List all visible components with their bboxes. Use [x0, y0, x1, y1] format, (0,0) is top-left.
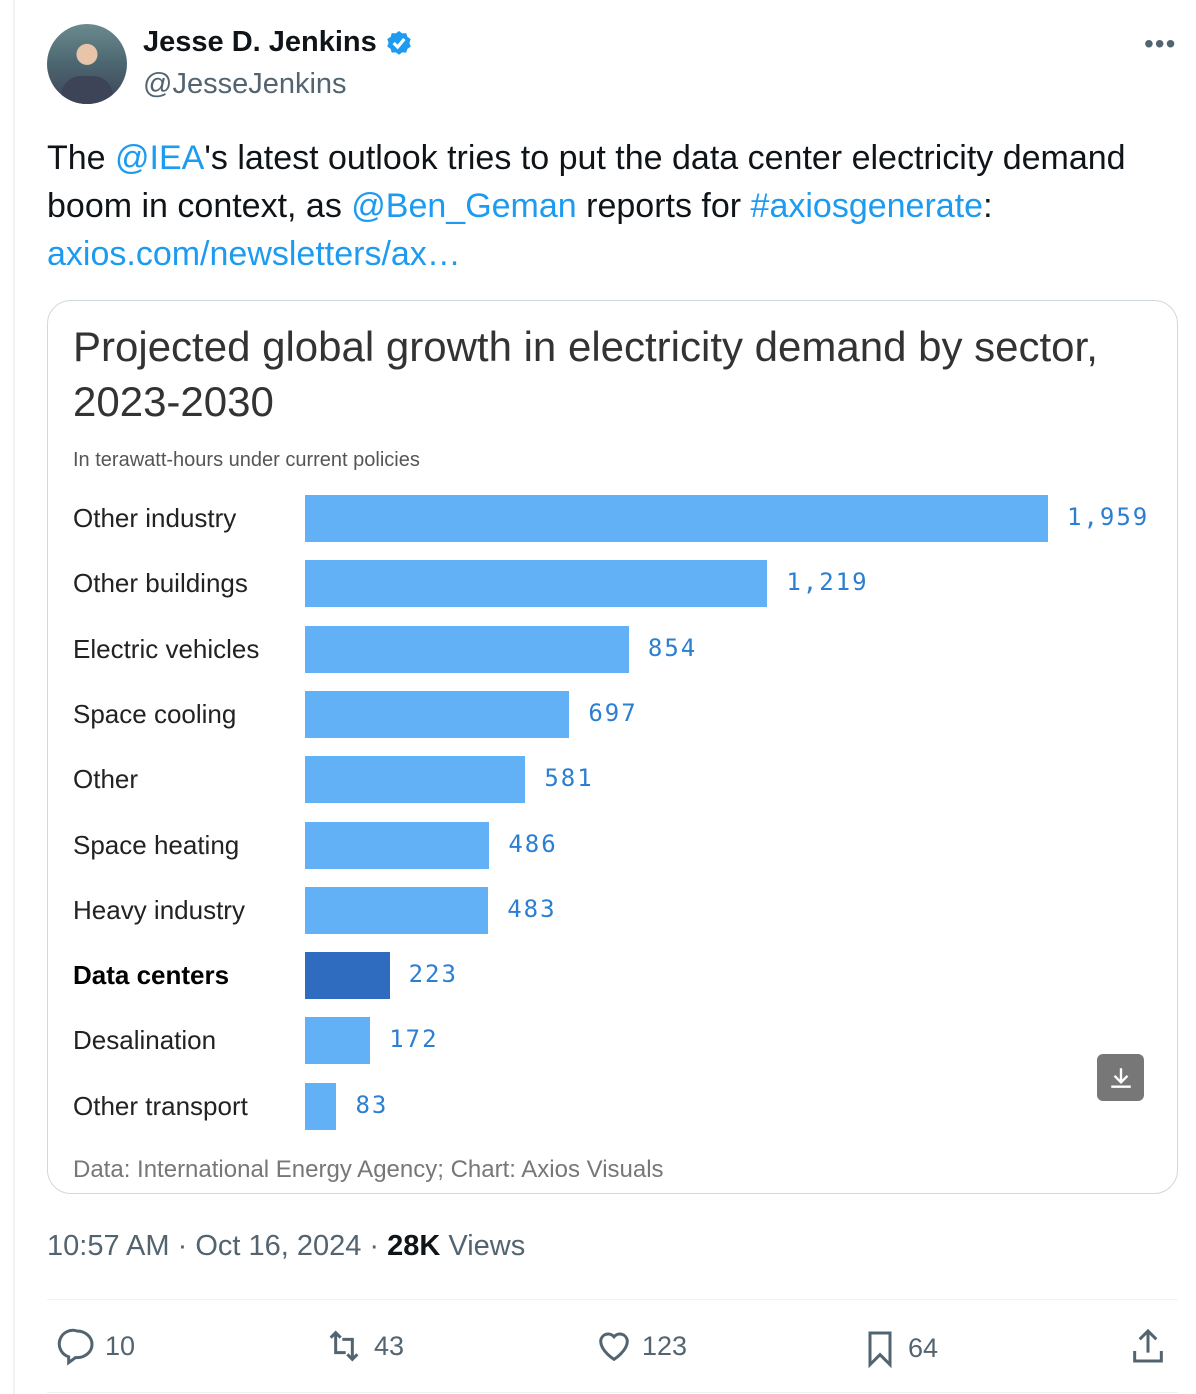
bar-label: Space cooling [73, 698, 237, 729]
bar-label: Other industry [73, 503, 237, 533]
heart-icon [599, 1332, 629, 1362]
share-icon [1133, 1328, 1163, 1363]
chart-row: Other industry 1,959 [48, 495, 1177, 542]
chart-row: Other buildings 1,219 [48, 560, 1177, 608]
reply-button[interactable]: 10 [57, 1326, 135, 1366]
bar [305, 1082, 337, 1130]
chart-row: Desalination 172 [48, 1017, 1177, 1065]
bar-value-label: 1,219 [786, 568, 869, 597]
thread-line [13, 0, 15, 1394]
bar [305, 690, 570, 738]
repost-button[interactable]: 43 [322, 1326, 404, 1366]
bar [305, 821, 490, 869]
chart-image[interactable]: Projected global growth in electricity d… [47, 300, 1178, 1194]
mention-iea[interactable]: @IEA [115, 139, 205, 177]
chart-row: Electric vehicles 854 [48, 625, 1177, 673]
bar [305, 756, 526, 804]
bar-value-label: 83 [355, 1090, 389, 1119]
bar-label: Data centers [73, 960, 230, 991]
share-button[interactable] [1128, 1326, 1168, 1366]
author-handle[interactable]: @JesseJenkins [143, 68, 347, 100]
tweet-text: The @IEA's latest outlook tries to put t… [47, 139, 1126, 273]
bookmark-button[interactable]: 64 [860, 1326, 938, 1370]
bar-label: Other transport [73, 1090, 248, 1121]
repost-icon [329, 1330, 359, 1362]
article-link[interactable]: axios.com/newsletters/ax… [47, 235, 461, 273]
bar-label: Desalination [73, 1025, 217, 1056]
divider [47, 1392, 1178, 1393]
author-name[interactable]: Jesse D. Jenkins [143, 26, 415, 59]
chart-title: Projected global growth in electricity d… [73, 323, 1098, 425]
timestamp[interactable]: 10:57 AM · Oct 16, 2024 · 28K Views [47, 1230, 526, 1262]
bar-label: Electric vehicles [73, 633, 260, 664]
verified-badge-icon [387, 30, 411, 55]
bar-value-label: 854 [647, 633, 698, 662]
mention-ben-geman[interactable]: @Ben_Geman [351, 187, 577, 225]
bar [305, 625, 629, 673]
more-options-icon[interactable]: ••• [1144, 28, 1177, 59]
bar-value-label: 581 [544, 764, 594, 793]
bar-value-label: 1,959 [1067, 503, 1150, 531]
bar-label: Other buildings [73, 568, 248, 599]
bar [305, 495, 1048, 542]
chart-source: Data: International Energy Agency; Chart… [73, 1156, 664, 1183]
avatar[interactable] [47, 24, 127, 104]
bar-value-label: 172 [389, 1025, 439, 1054]
bar-label: Space heating [73, 829, 240, 860]
chart-row: Heavy industry 483 [48, 886, 1177, 934]
bar-value-label: 697 [588, 698, 638, 727]
chart-row: Other transport 83 [48, 1082, 1177, 1130]
bar-value-label: 223 [408, 960, 458, 989]
reply-icon [57, 1328, 94, 1366]
like-button[interactable]: 123 [594, 1326, 687, 1366]
bar [305, 886, 489, 934]
divider [47, 1299, 1178, 1300]
views-count: 28K [387, 1230, 441, 1262]
bar-value-label: 483 [507, 894, 557, 923]
chart-row: Other 581 [48, 756, 1177, 804]
hashtag-axiosgenerate[interactable]: #axiosgenerate [750, 187, 984, 225]
bookmark-icon [868, 1331, 892, 1369]
chart-row: Data centers 223 [48, 952, 1177, 1000]
chart-row: Space heating 486 [48, 821, 1177, 869]
bar [305, 952, 390, 1000]
bar-label: Heavy industry [73, 894, 245, 925]
bar [305, 1017, 371, 1065]
bar [305, 560, 768, 608]
chart-subtitle: In terawatt-hours under current policies [73, 449, 420, 471]
download-icon [1110, 1067, 1131, 1088]
bar-label: Other [73, 764, 139, 795]
chart-row: Space cooling 697 [48, 690, 1177, 738]
bar-value-label: 486 [508, 829, 558, 858]
download-button[interactable] [1097, 1054, 1144, 1101]
